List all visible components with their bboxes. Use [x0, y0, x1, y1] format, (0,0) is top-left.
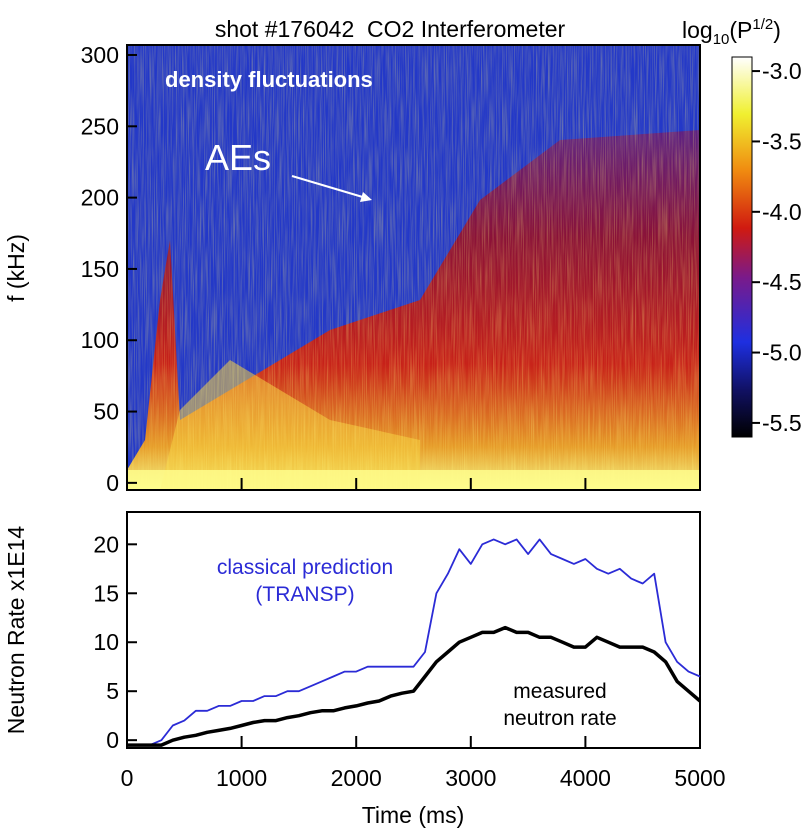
annotation: AEs [205, 137, 271, 178]
y-tick-label: 200 [81, 185, 119, 211]
series-label: classical prediction [217, 556, 393, 579]
y-tick-label: 20 [93, 531, 119, 557]
bottom-axes-frame [126, 511, 701, 749]
y-tick-label: 15 [93, 580, 119, 606]
annotation: density fluctuations [165, 67, 373, 92]
y-axis-label: Neutron Rate x1E14 [3, 526, 29, 735]
y-tick-label: 5 [106, 678, 119, 704]
arrow [291, 175, 367, 199]
series-label: measured [513, 680, 606, 703]
series-label: (TRANSP) [255, 583, 354, 606]
colorbar-tick-label: -4.5 [762, 269, 802, 295]
top-axes-frame [126, 44, 701, 491]
x-tick-label: 1000 [216, 765, 267, 791]
series-line [127, 538, 701, 746]
colorbar-tick-label: -5.0 [762, 340, 802, 366]
series-line [127, 625, 702, 747]
y-tick-label: 250 [81, 113, 119, 139]
y-tick-label: 10 [93, 629, 119, 655]
x-tick-label: 5000 [674, 765, 725, 791]
y-tick-label: 50 [93, 399, 119, 425]
y-tick-label: 100 [81, 327, 119, 353]
x-axis-label: Time (ms) [362, 802, 465, 828]
x-tick-label: 4000 [560, 765, 611, 791]
x-tick-label: 2000 [331, 765, 382, 791]
y-tick-label: 300 [81, 42, 119, 68]
colorbar-tick-label: -3.5 [762, 128, 802, 154]
colorbar-tick-label: -3.0 [762, 58, 802, 84]
spectrogram-image [127, 45, 700, 490]
y-tick-label: 150 [81, 256, 119, 282]
series-label: neutron rate [503, 707, 616, 730]
chart-title: shot #176042 CO2 Interferometer [215, 16, 566, 42]
colorbar-tick-label: -5.5 [762, 410, 802, 436]
y-tick-label: 0 [106, 727, 119, 753]
x-tick-label: 3000 [445, 765, 496, 791]
arrow-head [360, 192, 372, 202]
y-tick-label: 0 [106, 470, 119, 496]
colorbar-label: log10(P1/2) [682, 16, 781, 48]
x-tick-label: 0 [121, 765, 134, 791]
colorbar [731, 56, 753, 438]
colorbar-tick-label: -4.0 [762, 199, 802, 225]
y-axis-label: f (kHz) [3, 234, 29, 302]
